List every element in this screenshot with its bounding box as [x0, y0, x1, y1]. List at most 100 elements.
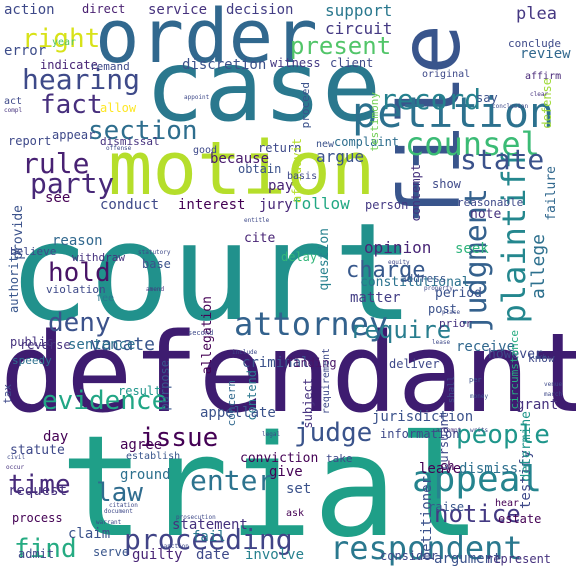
word-violation: violation: [46, 283, 106, 296]
word-issue: issue: [140, 423, 219, 453]
word-hold: hold: [48, 258, 111, 288]
word-conclusion: conclusion: [492, 103, 529, 110]
word-decision: decision: [226, 2, 294, 18]
word-occur: occur: [6, 464, 25, 471]
word-party: party: [30, 167, 115, 200]
word-deliver: deliver: [389, 357, 440, 371]
word-respondent: respondent: [330, 529, 523, 567]
word-determine: determine: [519, 411, 534, 482]
word-take: take: [326, 452, 353, 465]
word-person: person: [365, 198, 409, 212]
word-proceed: proceed: [299, 82, 312, 129]
word-evidence: evidence: [42, 386, 168, 416]
word-section: section: [88, 116, 198, 146]
word-involve: involve: [245, 547, 305, 563]
word-venue: venue: [544, 381, 563, 388]
word-claim: claim: [68, 526, 111, 542]
word-clear: clear: [530, 91, 549, 98]
word-find: find: [14, 534, 77, 564]
word-vacate: vacate: [90, 334, 156, 355]
word-speedy: speedy: [12, 354, 52, 367]
word-deny: deny: [48, 308, 111, 338]
word-admit: admit: [18, 547, 55, 561]
word-lease: lease: [432, 339, 451, 346]
word-remand: remand: [90, 60, 130, 73]
word-allow: allow: [100, 101, 137, 115]
word-proceeding: proceeding: [124, 523, 293, 556]
word-statutory: statutory: [138, 249, 171, 256]
word-writs: writs: [470, 427, 489, 434]
word-cite: cite: [244, 231, 276, 246]
word-circuit: circuit: [325, 19, 393, 38]
word-report: report: [8, 134, 52, 148]
word-estate: estate: [498, 512, 542, 526]
word-act: act: [4, 96, 23, 107]
word-circumstance: circumstance: [508, 330, 521, 410]
word-service: service: [148, 2, 208, 18]
word-appellate: appellate: [200, 405, 276, 421]
word-requirement: requirement: [321, 348, 332, 415]
word-opinion: opinion: [364, 238, 432, 257]
word-enter: enter: [190, 464, 275, 497]
word-address: address: [400, 272, 447, 285]
word-present: present: [290, 32, 392, 60]
word-sentence: sentence: [68, 337, 136, 353]
word-base: base: [142, 257, 171, 271]
word-complaint: complaint: [334, 135, 400, 149]
word-criminal: criminal: [242, 355, 310, 371]
word-ground: ground: [120, 467, 171, 483]
word-sanction: sanction: [160, 543, 189, 550]
word-notice: notice: [434, 500, 521, 528]
word-argument: argument: [434, 551, 502, 567]
word-set: set: [286, 481, 312, 497]
word-subject: subject: [301, 378, 315, 429]
word-place: place: [442, 309, 461, 316]
word-fee: fee: [96, 293, 115, 304]
word-appoint: appoint: [184, 94, 210, 101]
word-plaintiff: plaintiff: [495, 150, 533, 324]
word-pay: pay: [268, 178, 294, 194]
word-leave: leave: [419, 461, 462, 477]
word-support: support: [325, 1, 393, 20]
word-document: document: [104, 508, 133, 515]
word-result: result: [118, 384, 162, 398]
word-purpose: purpose: [158, 360, 172, 411]
word-petition: petition: [352, 88, 555, 137]
word-record: record: [380, 83, 482, 116]
word-hearing: hearing: [22, 63, 141, 96]
word-time: time: [8, 470, 71, 500]
word-warrant: warrant: [96, 519, 122, 526]
word-establish: establish: [126, 451, 181, 462]
word-original: original: [422, 69, 471, 80]
word-order: order: [95, 0, 318, 80]
word-attorney: attorney: [234, 305, 389, 343]
word-defendant: defendant: [0, 309, 576, 437]
word-statement: statement: [172, 517, 248, 533]
word-direct: direct: [82, 2, 126, 16]
word-per: per: [469, 376, 482, 384]
word-error: error: [4, 43, 47, 59]
word-show: show: [432, 177, 461, 191]
word-property: property: [424, 285, 453, 292]
word-discretion: discretion: [182, 57, 267, 73]
word-conduct: conduct: [100, 197, 160, 213]
word-fail: fail: [192, 529, 226, 545]
word-know: know: [528, 352, 555, 365]
word-people: people: [456, 420, 550, 450]
word-day: day: [43, 429, 69, 445]
word-hear: hear: [495, 498, 520, 509]
word-period: period: [435, 286, 482, 301]
word-judge: judge: [294, 418, 373, 448]
word-appear: appear: [52, 128, 96, 142]
word-require: require: [350, 316, 452, 344]
word-ask: ask: [286, 508, 305, 519]
word-amend: amend: [146, 286, 165, 293]
word-lack: lack: [532, 354, 547, 361]
word-allege: allege: [528, 234, 549, 300]
word-year: year: [52, 37, 77, 48]
word-trial: trial: [60, 406, 482, 569]
word-give: give: [269, 464, 303, 480]
word-reverse: reverse: [20, 338, 71, 352]
word-failure: failure: [544, 166, 559, 221]
